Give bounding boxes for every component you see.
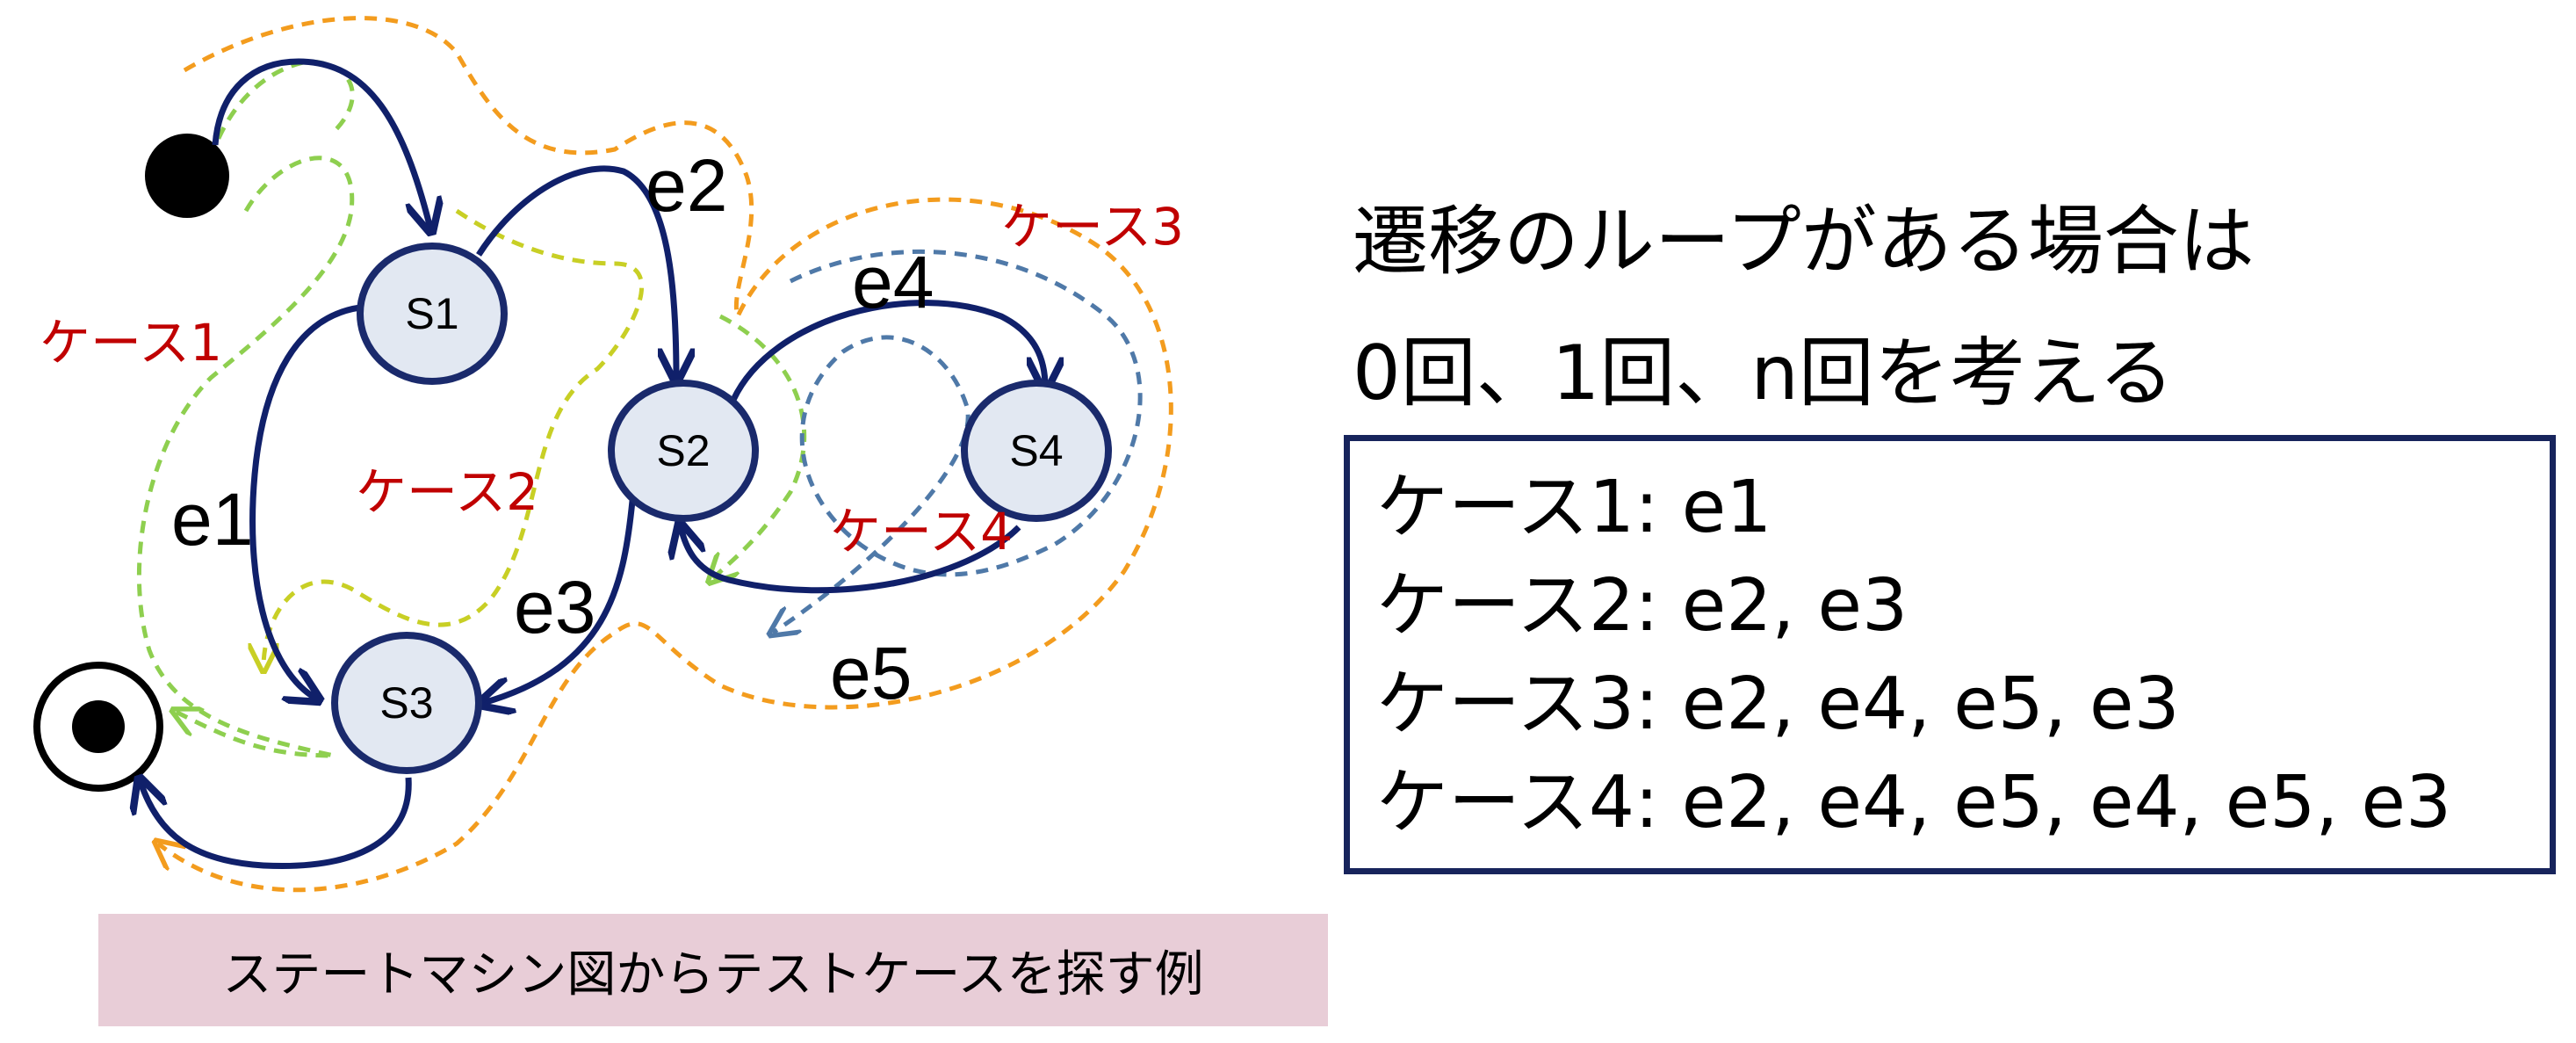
state-machine-diagram: S1 S2 S3 S4 e1 e2 e3 e4 e5 ケース1 ケース2 ケース… <box>33 16 1184 893</box>
initial-transition <box>212 58 430 228</box>
initial-state <box>145 134 229 218</box>
state-s1-label: S1 <box>405 289 458 338</box>
loop-note: 遷移のループがある場合は 0回、1回、n回を考える <box>1353 176 2255 439</box>
edge-label-e1: e1 <box>171 478 253 561</box>
state-s2: S2 <box>608 380 759 522</box>
loop-note-line1: 遷移のループがある場合は <box>1353 198 2255 286</box>
loop-note-line2: 0回、1回、n回を考える <box>1353 330 2175 417</box>
test-case-3: ケース3: e2, e4, e5, e3 <box>1376 663 2180 746</box>
case-label-3: ケース3 <box>1001 197 1184 257</box>
edge-label-e2: e2 <box>646 144 727 227</box>
state-s4: S4 <box>961 380 1112 522</box>
edge-e1 <box>249 304 361 699</box>
state-s3-label: S3 <box>379 678 433 728</box>
case1-entry-path <box>208 59 355 159</box>
edge-e5 <box>681 527 1021 594</box>
state-s4-label: S4 <box>1009 426 1063 475</box>
test-case-2: ケース2: e2, e3 <box>1376 564 1909 648</box>
state-s3: S3 <box>331 632 482 774</box>
case-label-1: ケース1 <box>40 313 222 373</box>
case2-tail-path <box>711 314 807 580</box>
case4-path <box>773 249 1143 633</box>
edge-label-e4: e4 <box>852 241 934 323</box>
edge-e2 <box>476 165 676 378</box>
case-label-2: ケース2 <box>356 462 538 522</box>
case1-path <box>136 156 355 758</box>
final-state-inner <box>72 700 125 753</box>
diagram-caption: ステートマシン図からテストケースを探す例 <box>98 914 1328 1026</box>
case-label-4: ケース4 <box>830 502 1013 561</box>
state-s1: S1 <box>357 243 508 385</box>
edge-e3 <box>483 500 636 703</box>
test-cases-box: ケース1: e1 ケース2: e2, e3 ケース3: e2, e4, e5, … <box>1344 435 2556 874</box>
final-transition <box>141 778 412 870</box>
test-case-4: ケース4: e2, e4, e5, e4, e5, e3 <box>1376 761 2452 844</box>
edge-label-e3: e3 <box>514 566 595 648</box>
case3-path <box>158 16 1173 893</box>
state-s2-label: S2 <box>656 426 710 475</box>
edge-label-e5: e5 <box>830 632 912 714</box>
test-case-1: ケース1: e1 <box>1376 466 1772 549</box>
edge-e4 <box>730 300 1045 402</box>
